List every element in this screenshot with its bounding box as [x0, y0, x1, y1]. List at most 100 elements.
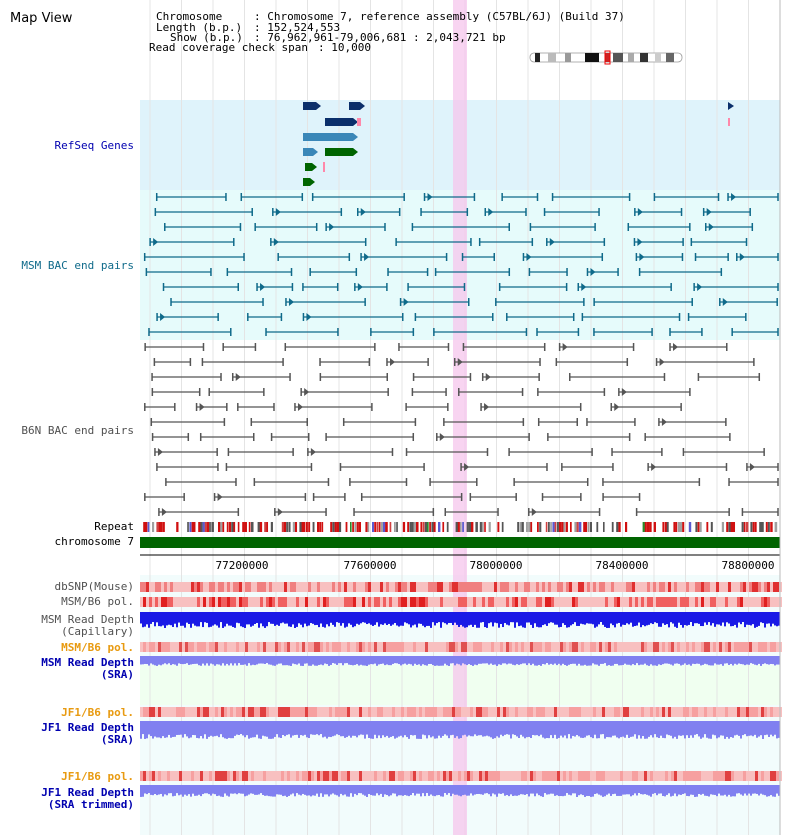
heat-cell: [314, 582, 317, 592]
heat-cell: [638, 642, 641, 652]
track-label-msm-b6-pol-2[interactable]: MSM/B6 pol.: [61, 641, 134, 654]
depth-bar: [416, 785, 418, 794]
track-label-refseq[interactable]: RefSeq Genes: [55, 139, 134, 152]
heat-cell: [320, 707, 323, 717]
depth-bar: [586, 656, 588, 666]
track-label-msm-b6-pol-1[interactable]: MSM/B6 pol.: [61, 595, 134, 608]
heat-cell: [179, 582, 182, 592]
track-label-msm-depth-capillary[interactable]: MSM Read Depth: [41, 613, 134, 626]
depth-bar: [526, 656, 528, 666]
depth-bar: [330, 656, 332, 665]
track-label-msm-bac[interactable]: MSM BAC end pairs: [21, 259, 134, 272]
depth-bar: [754, 721, 756, 735]
chromosome-bar[interactable]: [140, 537, 780, 548]
variant-depth-tracks[interactable]: [140, 582, 782, 797]
depth-bar: [336, 656, 338, 665]
track-label-repeat[interactable]: Repeat: [94, 520, 134, 533]
heat-cell: [464, 642, 467, 652]
heat-cell: [179, 771, 182, 781]
depth-bar: [550, 612, 552, 623]
heat-cell: [212, 642, 215, 652]
depth-bar: [154, 721, 156, 737]
depth-bar: [376, 612, 378, 623]
chromosome-ideogram[interactable]: [529, 50, 683, 65]
heat-cell: [503, 707, 506, 717]
heat-cell: [719, 597, 722, 607]
depth-bar: [640, 612, 642, 628]
track-label-b6n-bac[interactable]: B6N BAC end pairs: [21, 424, 134, 437]
depth-bar: [166, 612, 168, 626]
depth-bar: [698, 721, 700, 737]
repeat-element: [497, 522, 500, 532]
heat-cell: [509, 582, 512, 592]
depth-bar: [170, 612, 172, 626]
depth-bar: [586, 785, 588, 796]
depth-bar: [740, 785, 742, 795]
heat-cell: [272, 597, 275, 607]
track-label-jf1-depth-trimmed[interactable]: JF1 Read Depth: [41, 786, 134, 799]
heat-cell: [500, 642, 503, 652]
repeat-element: [752, 522, 755, 532]
track-label-dbsnp[interactable]: dbSNP(Mouse): [55, 580, 134, 593]
heat-cell: [506, 642, 509, 652]
depth-bar: [620, 612, 622, 627]
depth-bar: [244, 721, 246, 738]
depth-bar: [556, 656, 558, 666]
depth-bar: [724, 721, 726, 739]
track-label-chromosome[interactable]: chromosome 7: [55, 535, 134, 548]
axis-tick-label: 78800000: [722, 559, 775, 572]
heat-cell: [665, 582, 668, 592]
depth-bar: [294, 785, 296, 797]
depth-bar: [614, 656, 616, 664]
depth-bar: [442, 721, 444, 736]
depth-bar: [182, 785, 184, 797]
b6n-bac-end-pairs[interactable]: [144, 343, 779, 516]
depth-bar: [158, 656, 160, 665]
heat-cell: [701, 597, 704, 607]
depth-bar: [310, 612, 312, 624]
track-label-jf1-depth-sra[interactable]: JF1 Read Depth: [41, 721, 134, 734]
depth-bar: [572, 721, 574, 736]
repeat-element: [367, 522, 370, 532]
depth-bar: [286, 721, 288, 735]
heat-cell: [548, 707, 551, 717]
depth-bar: [662, 656, 664, 665]
depth-bar: [204, 612, 206, 623]
heat-cell: [191, 582, 194, 592]
depth-bar: [628, 785, 630, 795]
depth-bar: [766, 612, 768, 624]
repeat-element: [770, 522, 773, 532]
gene-feature: [728, 118, 730, 126]
depth-bar: [490, 721, 492, 738]
heat-cell: [434, 771, 437, 781]
heat-cell: [764, 642, 767, 652]
msm-bac-end-pairs[interactable]: [143, 193, 779, 336]
depth-bar: [746, 721, 748, 737]
repeat-track[interactable]: [143, 522, 778, 532]
track-label-jf1-b6-pol-2[interactable]: JF1/B6 pol.: [61, 770, 134, 783]
heat-cell: [623, 597, 626, 607]
depth-bar: [356, 656, 358, 665]
heat-cell: [731, 771, 734, 781]
depth-bar: [632, 721, 634, 737]
depth-bar: [592, 721, 594, 739]
heat-cell: [344, 597, 347, 607]
depth-bar: [374, 721, 376, 735]
heat-cell: [179, 707, 182, 717]
depth-bar: [582, 785, 584, 796]
depth-bar: [266, 656, 268, 664]
bac-end-arrow: [739, 253, 745, 261]
heat-cell: [761, 597, 764, 607]
heat-cell: [437, 771, 440, 781]
track-label-msm-depth-sra[interactable]: MSM Read Depth: [41, 656, 134, 669]
repeat-element: [574, 522, 577, 532]
depth-bar: [324, 785, 326, 795]
heat-cell: [494, 771, 497, 781]
depth-bar: [720, 656, 722, 665]
track-label-jf1-b6-pol-1[interactable]: JF1/B6 pol.: [61, 706, 134, 719]
heat-cell: [509, 642, 512, 652]
heat-cell: [164, 642, 167, 652]
refseq-genes[interactable]: [303, 102, 734, 186]
ideogram-band: [666, 53, 674, 62]
